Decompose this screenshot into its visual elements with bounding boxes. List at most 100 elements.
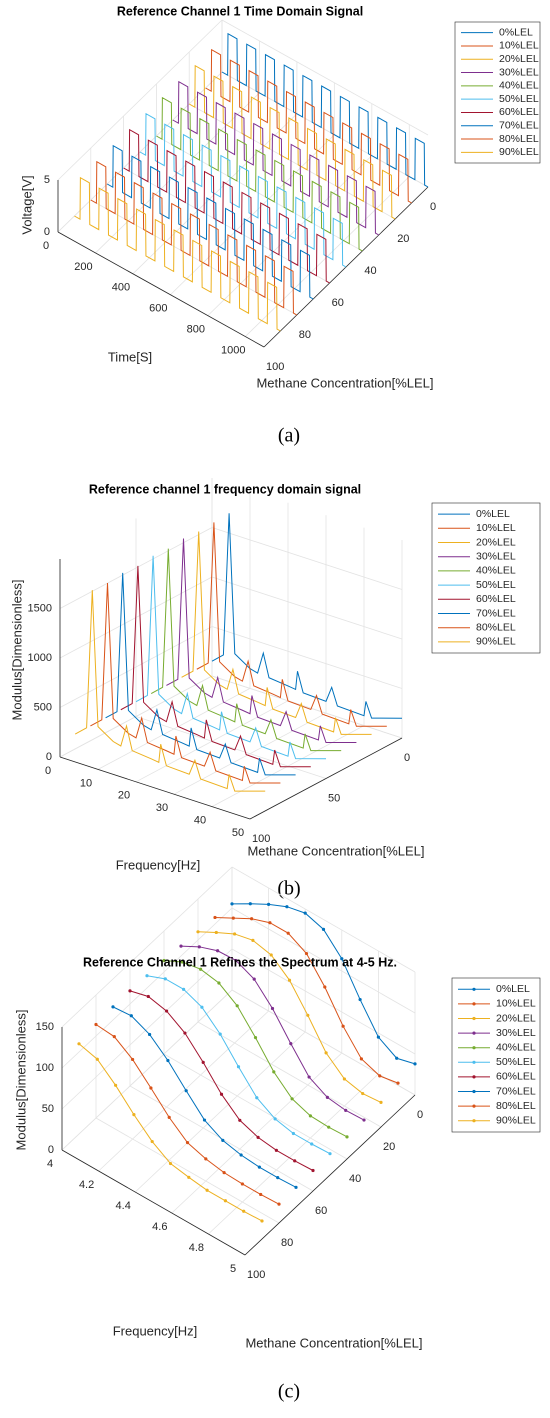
series-marker [325, 1095, 329, 1099]
series-line [196, 522, 387, 727]
legend-marker [472, 1002, 476, 1006]
grid-line [163, 1053, 348, 1160]
series-marker [146, 994, 150, 999]
series-marker [162, 958, 166, 963]
x-tick-label: 50 [232, 827, 244, 839]
y-axis-label: Methane Concentration[%LEL] [247, 843, 424, 858]
legend-label: 10%LEL [499, 40, 539, 52]
z-tick-label: 0 [44, 226, 50, 238]
series-marker [260, 1219, 264, 1223]
series-marker [77, 1042, 81, 1046]
series-marker [253, 1036, 258, 1040]
series-marker [111, 1005, 115, 1009]
series-marker [242, 1209, 246, 1213]
series-line [205, 48, 412, 204]
series-marker [324, 1051, 328, 1055]
grid-line [59, 626, 213, 708]
series-marker [235, 1004, 239, 1008]
y-tick-label: 60 [315, 1205, 327, 1217]
series-marker [257, 1165, 261, 1169]
grid-line [59, 527, 213, 609]
series-marker [345, 1135, 349, 1139]
legend-label: 50%LEL [496, 1056, 536, 1068]
series-marker [201, 1060, 205, 1064]
y-tick-label: 60 [332, 297, 344, 309]
series-marker [251, 938, 255, 942]
series-marker [396, 1081, 400, 1085]
series-marker [94, 1022, 98, 1027]
legend-label: 90%LEL [496, 1114, 536, 1126]
series-marker [376, 1035, 380, 1039]
series-marker [145, 974, 149, 978]
series-marker [132, 1113, 136, 1117]
series-marker [129, 1014, 133, 1018]
legend-label: 60%LEL [496, 1071, 536, 1083]
grid-line [61, 948, 233, 1110]
series-marker [199, 967, 203, 971]
z-tick-label: 100 [36, 1062, 54, 1074]
x-tick-label: 4.2 [79, 1179, 94, 1191]
series-marker [274, 1148, 278, 1152]
series-marker [277, 1202, 281, 1206]
y-tick-label: 20 [397, 233, 409, 245]
series-marker [321, 927, 326, 931]
z-axis-label: Modulus[Dimensionless] [9, 580, 24, 721]
series-marker [231, 916, 235, 920]
series-marker [234, 958, 238, 963]
series-marker [378, 1074, 382, 1078]
series-marker [290, 1097, 294, 1101]
y-tick-label: 40 [364, 265, 376, 277]
series-line [105, 572, 296, 776]
legend-label: 70%LEL [496, 1085, 536, 1097]
grid-line [231, 948, 416, 1055]
series-marker [150, 1139, 154, 1144]
series-marker [240, 1182, 244, 1186]
x-axis [59, 756, 251, 820]
series-marker [269, 953, 273, 957]
series-marker [239, 1153, 243, 1157]
series-marker [202, 1118, 207, 1122]
legend-label: 0%LEL [496, 983, 530, 995]
series-line [181, 531, 372, 735]
x-tick-label: 800 [187, 324, 205, 336]
grid-line [59, 675, 213, 758]
legend-marker [472, 1119, 476, 1123]
z-tick-label: 150 [36, 1021, 54, 1033]
series-marker [273, 1117, 277, 1121]
caption: (b) [277, 878, 300, 900]
x-tick-label: 5 [230, 1263, 236, 1275]
series-marker [286, 931, 290, 935]
series-marker [248, 902, 252, 906]
x-axis-label: Frequency[Hz] [116, 857, 201, 872]
legend-label: 40%LEL [496, 1041, 536, 1053]
series-marker [216, 949, 220, 953]
caption: (c) [278, 1381, 300, 1403]
legend-label: 70%LEL [499, 120, 539, 132]
legend-label: 30%LEL [496, 1027, 536, 1039]
grid-line [211, 576, 403, 640]
series-marker [259, 1192, 263, 1197]
series-line [74, 590, 266, 792]
legend-label: 60%LEL [499, 106, 539, 118]
grid-line [98, 1010, 269, 1172]
legend-label: 90%LEL [476, 636, 516, 648]
x-axis [61, 1149, 246, 1256]
series-line [211, 513, 403, 719]
legend-label: 50%LEL [499, 93, 539, 105]
grid-line [95, 1117, 280, 1224]
series-line [106, 144, 314, 300]
grid-line [221, 71, 429, 188]
x-tick-label: 4.8 [189, 1242, 204, 1254]
grid-line [135, 716, 327, 779]
z-tick-label: 0 [48, 1144, 54, 1156]
x-tick-label: 0 [45, 765, 51, 777]
y-axis [244, 1094, 416, 1256]
y-tick-label: 0 [404, 752, 410, 764]
x-tick-label: 30 [156, 802, 168, 814]
series-marker [361, 1091, 365, 1096]
series-marker [276, 1176, 280, 1180]
series-marker [148, 1032, 152, 1037]
series-marker [222, 1171, 226, 1175]
series-marker [304, 951, 309, 956]
series-line [221, 32, 429, 188]
